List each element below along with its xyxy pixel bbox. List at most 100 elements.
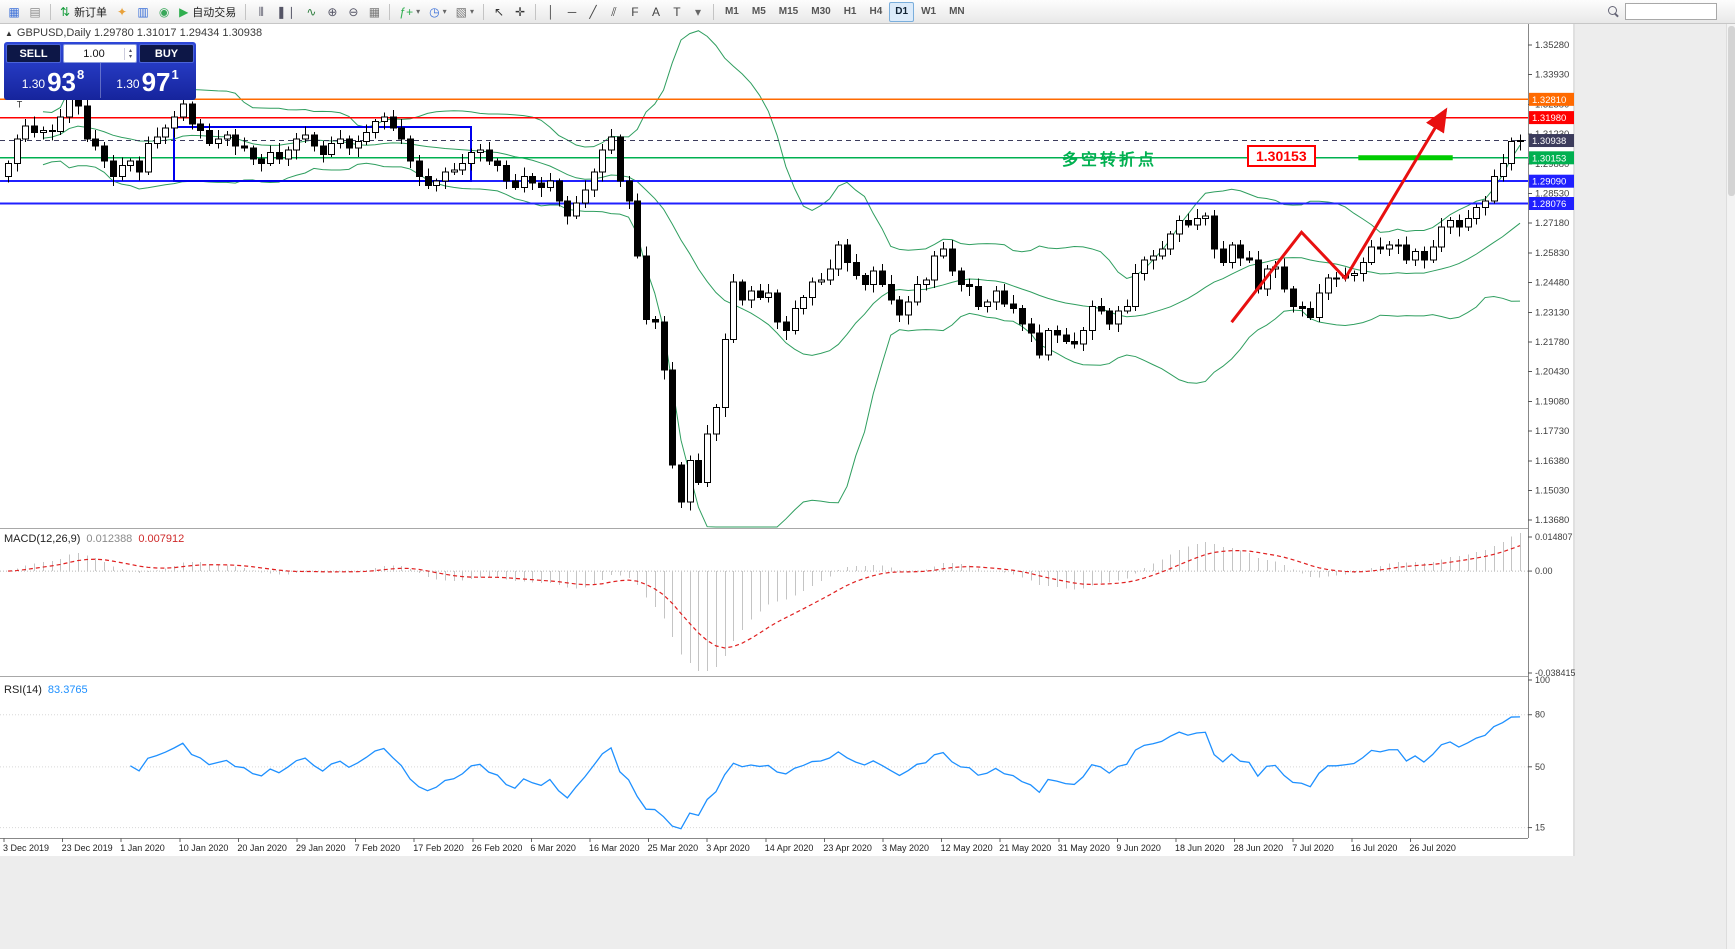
fibonacci-button[interactable]: F (625, 2, 645, 22)
new-order-button[interactable]: ⇅ 新订单 (56, 2, 111, 22)
svg-text:1.24480: 1.24480 (1535, 278, 1569, 289)
svg-text:1.29090: 1.29090 (1532, 177, 1566, 188)
price-scale[interactable] (1528, 24, 1575, 856)
svg-text:7 Jul 2020: 7 Jul 2020 (1292, 843, 1334, 853)
volume-input[interactable]: 1.00 ▴ ▾ (63, 44, 137, 63)
svg-text:29 Jan 2020: 29 Jan 2020 (296, 843, 346, 853)
crosshair-button[interactable]: ✛ (510, 2, 530, 22)
templates-icon: ▧ (455, 4, 467, 19)
symbol-ohlc-label: ▲ GBPUSD,Daily 1.29780 1.31017 1.29434 1… (5, 27, 262, 39)
horizontal-line-button[interactable]: ─ (562, 2, 582, 22)
macd-indicator-label: MACD(12,26,9) 0.012388 0.007912 (4, 533, 184, 545)
volume-spinner[interactable]: ▴ ▾ (124, 47, 136, 60)
cursor-button[interactable]: ↖ (489, 2, 509, 22)
indicators-button[interactable]: ƒ+ ▾ (395, 2, 424, 22)
profiles-button[interactable]: ▤ (25, 2, 45, 22)
shapes-dropdown-button[interactable]: ▾ (688, 2, 708, 22)
timeframe-h4-button[interactable]: H4 (869, 6, 883, 17)
text-icon: A (651, 4, 660, 19)
chart-canvas[interactable]: T 3 Dec 2019 23 Dec 2019 1 Jan 2020 10 Jan 2… (0, 24, 1575, 856)
toolbar-separator (712, 3, 714, 20)
price-callout[interactable]: 1.30153 (1247, 145, 1316, 167)
timeframe-h1-button[interactable]: H1 (843, 6, 857, 17)
navigator-button[interactable]: ✦ (112, 2, 132, 22)
tile-windows-button[interactable]: ▦ (364, 2, 384, 22)
one-click-trading-panel: SELL 1.00 ▴ ▾ BUY 1.30 93 8 1.30 97 1 (4, 42, 196, 100)
svg-text:1.28530: 1.28530 (1535, 189, 1569, 200)
search-input[interactable] (1625, 3, 1717, 20)
timeframe-m1-button[interactable]: M1 (724, 6, 739, 17)
candlestick-series (5, 83, 1524, 511)
terminal-button[interactable]: ▥ (133, 2, 153, 22)
vertical-scrollbar[interactable] (1726, 24, 1735, 949)
dropdown-caret-icon[interactable]: ▾ (442, 7, 447, 16)
mql5-community-button[interactable]: ◉ (154, 2, 174, 22)
spin-up-icon[interactable]: ▴ (128, 47, 132, 54)
zoom-in-icon: ⊕ (327, 4, 338, 19)
line-chart-button[interactable]: ∿ (301, 2, 321, 22)
trend-arrow-object[interactable] (1230, 107, 1448, 324)
svg-text:0.014807: 0.014807 (1535, 532, 1573, 542)
macd-signal-line (7, 545, 1521, 649)
price-label-1.30153 (1529, 151, 1574, 165)
vertical-line-button[interactable]: │ (541, 2, 561, 22)
svg-text:6 Mar 2020: 6 Mar 2020 (530, 843, 576, 853)
timeframe-m15-button[interactable]: M15 (778, 6, 799, 17)
timeframe-w1-button[interactable]: W1 (921, 6, 937, 17)
ask-price: 1.30 97 1 (100, 63, 194, 98)
timeframe-d1-button[interactable]: D1 (889, 1, 915, 22)
autotrading-button[interactable]: ▶ 自动交易 (175, 2, 240, 22)
templates-button[interactable]: ▧ ▾ (452, 2, 478, 22)
one-click-trading-toggle-icon[interactable]: ▲ (5, 28, 13, 38)
svg-text:1.29880: 1.29880 (1535, 159, 1569, 170)
svg-text:1.30938: 1.30938 (1532, 136, 1566, 147)
shapes-dropdown-icon: ▾ (694, 4, 701, 19)
svg-text:1.30153: 1.30153 (1532, 153, 1566, 164)
new-chart-button[interactable]: ▦ (4, 2, 24, 22)
sell-button[interactable]: SELL (6, 44, 61, 63)
indicators-icon: ƒ+ (399, 4, 414, 19)
timeframe-mn-button[interactable]: MN (949, 6, 965, 17)
chart-window: T 3 Dec 2019 23 Dec 2019 1 Jan 2020 10 Jan 2… (0, 24, 1575, 856)
new-order-icon: ⇅ (60, 4, 71, 19)
price-label-1.32810 (1529, 92, 1574, 106)
svg-text:3 Apr 2020: 3 Apr 2020 (706, 843, 750, 853)
trendline-button[interactable]: ╱ (583, 2, 603, 22)
svg-text:-0.038415: -0.038415 (1535, 668, 1575, 678)
svg-text:80: 80 (1535, 710, 1545, 720)
annotation-text[interactable]: 多空转折点 (1062, 152, 1158, 169)
bar-chart-button[interactable]: ⫴ (251, 2, 271, 22)
rsi-name: RSI(14) (4, 684, 42, 696)
periods-button[interactable]: ◷ ▾ (425, 2, 451, 22)
zoom-in-button[interactable]: ⊕ (322, 2, 342, 22)
timeframe-m5-button[interactable]: M5 (751, 6, 766, 17)
fibonacci-icon: F (631, 4, 639, 19)
timeframe-m30-button[interactable]: M30 (811, 6, 831, 17)
arrow-label-button[interactable]: T (667, 2, 687, 22)
line-chart-icon: ∿ (306, 4, 317, 19)
ask-big-digits: 97 (141, 67, 171, 97)
toolbar-separator (50, 3, 51, 20)
bid-price: 1.30 93 8 (6, 63, 100, 98)
zoom-out-button[interactable]: ⊖ (343, 2, 363, 22)
svg-text:26 Feb 2020: 26 Feb 2020 (472, 843, 523, 853)
svg-text:100: 100 (1535, 675, 1550, 685)
navigator-icon: ✦ (117, 4, 128, 19)
macd-main-value: 0.012388 (86, 533, 133, 545)
candlestick-chart-button[interactable]: ❚❘ (272, 2, 300, 22)
autotrading-icon: ▶ (179, 4, 189, 19)
text-button[interactable]: A (646, 2, 666, 22)
dropdown-caret-icon[interactable]: ▾ (469, 7, 474, 16)
scrollbar-thumb[interactable] (1728, 26, 1735, 196)
equidistant-channel-button[interactable]: ⫽ (604, 2, 624, 22)
spin-down-icon[interactable]: ▾ (128, 53, 132, 60)
svg-text:15: 15 (1535, 823, 1545, 833)
chart-background (0, 24, 1575, 856)
svg-text:1.15030: 1.15030 (1535, 486, 1569, 497)
svg-text:1.19080: 1.19080 (1535, 396, 1569, 407)
rsi-line (130, 716, 1521, 830)
dropdown-caret-icon[interactable]: ▾ (416, 7, 421, 16)
bid-prefix: 1.30 (21, 77, 46, 91)
svg-text:10 Jan 2020: 10 Jan 2020 (179, 843, 229, 853)
buy-button[interactable]: BUY (139, 44, 194, 63)
